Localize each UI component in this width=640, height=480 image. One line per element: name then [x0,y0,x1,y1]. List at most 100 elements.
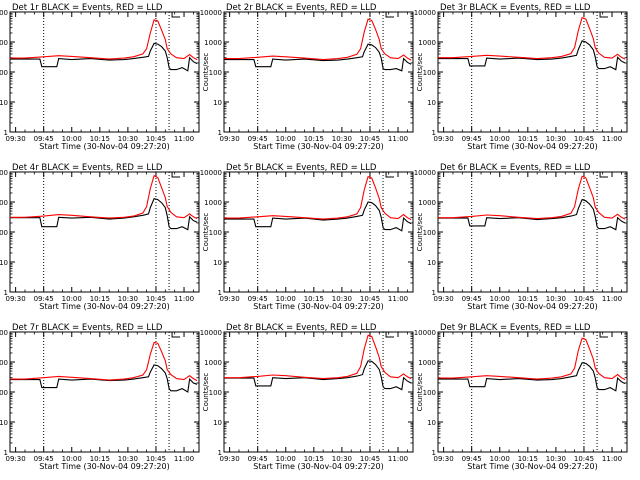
panel-2-ytick-label: 1 [218,129,222,137]
panel-3-ytick-label: 100 [423,69,436,77]
panel-7-ytick-label: 100 [0,389,8,397]
panel-3-xtick-label: 10:30 [546,135,566,143]
panel-7-ytick-label: 10 [0,419,8,427]
panel-2-title: Det 2r BLACK = Events, RED = LLD [226,3,377,13]
panel-5-xtick-label: 09:45 [248,295,268,303]
panel-3-title: Det 3r BLACK = Events, RED = LLD [440,3,591,13]
panel-1-ytick-label: 100 [0,69,8,77]
panel-6-series-events [438,198,626,231]
panel-1-xtick-label: 10:45 [146,135,166,143]
panel-6-ytick-label: 100 [423,229,436,237]
panel-2-xtick-label: 11:00 [388,135,408,143]
panel-9-xtick-label: 10:15 [518,455,538,463]
panel-4-series-lld [10,174,198,220]
panel-7-xtick-label: 10:30 [118,455,138,463]
panel-5-ytick-label: 10000 [200,169,222,177]
panel-5-ytick-label: 100 [209,229,222,237]
panel-7-ytick-label: 1000 [0,359,8,367]
panel-6-xtick-label: 10:45 [574,295,594,303]
panel-8-xtick-label: 09:45 [248,455,268,463]
panel-4-series-events [10,197,198,231]
panel-7-xtick-label: 10:45 [146,455,166,463]
panel-6-xtick-label: 11:00 [602,295,622,303]
panel-4-ytick-label: 1000 [0,199,8,207]
panel-3-xtick-label: 11:00 [602,135,622,143]
panel-1-ytick-label: 10000 [0,9,8,17]
panel-6-ytick-label: 10 [427,259,436,267]
panel-4-xtick-label: 10:30 [118,295,138,303]
panel-1-ytick-label: 10 [0,99,8,107]
panel-8-ytick-label: 1000 [204,359,222,367]
panel-8-ylabel: Counts/sec [202,373,210,412]
panel-9-title: Det 9r BLACK = Events, RED = LLD [440,323,591,333]
panel-4-ytick-label: 10000 [0,169,8,177]
panel-2-ytick-label: 10000 [200,9,222,17]
panel-8-xtick-label: 11:00 [388,455,408,463]
panel-6-xtick-label: 10:00 [490,295,510,303]
panel-6-xtick-label: 09:30 [434,295,454,303]
panel-1-title: Det 1r BLACK = Events, RED = LLD [12,3,163,13]
panel-2-ytick-label: 10 [213,99,222,107]
panel-1-ytick-label: 1 [4,129,8,137]
panel-7-xtick-label: 09:45 [34,455,54,463]
panel-4-title: Det 4r BLACK = Events, RED = LLD [12,163,163,173]
panel-4-xtick-label: 10:45 [146,295,166,303]
panel-7-ytick-label: 10000 [0,329,8,337]
panel-3-xtick-label: 10:15 [518,135,538,143]
panel-2-xlabel: Start Time (30-Nov-04 09:27:20) [253,142,383,151]
panel-9-xtick-label: 09:45 [462,455,482,463]
panel-2-xtick-label: 10:30 [332,135,352,143]
panel-4-ytick-label: 100 [0,229,8,237]
panel-9-xtick-label: 10:00 [490,455,510,463]
panel-9-ytick-label: 10000 [414,329,436,337]
panel-1-xtick-label: 10:00 [62,135,82,143]
panel-4-ytick-label: 10 [0,259,8,267]
panel-1-marker-bracket [171,12,181,18]
panel-4-marker-bracket [171,172,181,178]
panel-2-xtick-label: 09:45 [248,135,268,143]
panel-3-ytick-label: 1000 [418,39,436,47]
panel-2-marker-bracket [385,12,395,18]
panel-7-xtick-label: 11:00 [174,455,194,463]
panel-9-xtick-label: 10:30 [546,455,566,463]
panel-3-ytick-label: 10000 [414,9,436,17]
panel-3-marker-bracket [599,12,609,18]
panel-7-series-lld [10,341,198,382]
panel-1-xtick-label: 10:15 [90,135,110,143]
panel-4-xtick-label: 09:45 [34,295,54,303]
panel-5-series-events [224,201,412,232]
panel-3-ylabel: Counts/sec [416,53,424,92]
panel-1-series-events [10,42,198,72]
panel-9-ytick-label: 10 [427,419,436,427]
panel-5-ylabel: Counts/sec [202,213,210,252]
panel-8-ytick-label: 1 [218,449,222,457]
panel-5-xtick-label: 10:15 [304,295,324,303]
panel-1-xlabel: Start Time (30-Nov-04 09:27:20) [39,142,169,151]
panel-2-xtick-label: 10:15 [304,135,324,143]
panel-2-ytick-label: 1000 [204,39,222,47]
panel-5-ytick-label: 1000 [204,199,222,207]
panel-6-ytick-label: 10000 [414,169,436,177]
panel-6-ytick-label: 1 [432,289,436,297]
panel-5-xtick-label: 11:00 [388,295,408,303]
panel-8-series-lld [224,334,412,380]
panel-1-xtick-label: 11:00 [174,135,194,143]
panel-6-xlabel: Start Time (30-Nov-04 09:27:20) [467,302,597,311]
panel-3-xtick-label: 09:45 [462,135,482,143]
panel-3-ytick-label: 1 [432,129,436,137]
panel-9-series-events [438,362,626,392]
panel-4-ytick-label: 1 [4,289,8,297]
panel-2-ylabel: Counts/sec [202,53,210,92]
panel-3-xtick-label: 10:45 [574,135,594,143]
panel-2-xtick-label: 10:45 [360,135,380,143]
panel-8-xtick-label: 09:30 [220,455,240,463]
panel-2-series-lld [224,18,412,61]
panel-3-series-events [438,40,626,71]
panel-6-series-lld [438,175,626,220]
panel-3-series-lld [438,16,626,60]
panel-2-xtick-label: 09:30 [220,135,240,143]
panel-7-title: Det 7r BLACK = Events, RED = LLD [12,323,163,333]
panel-5-xtick-label: 10:30 [332,295,352,303]
